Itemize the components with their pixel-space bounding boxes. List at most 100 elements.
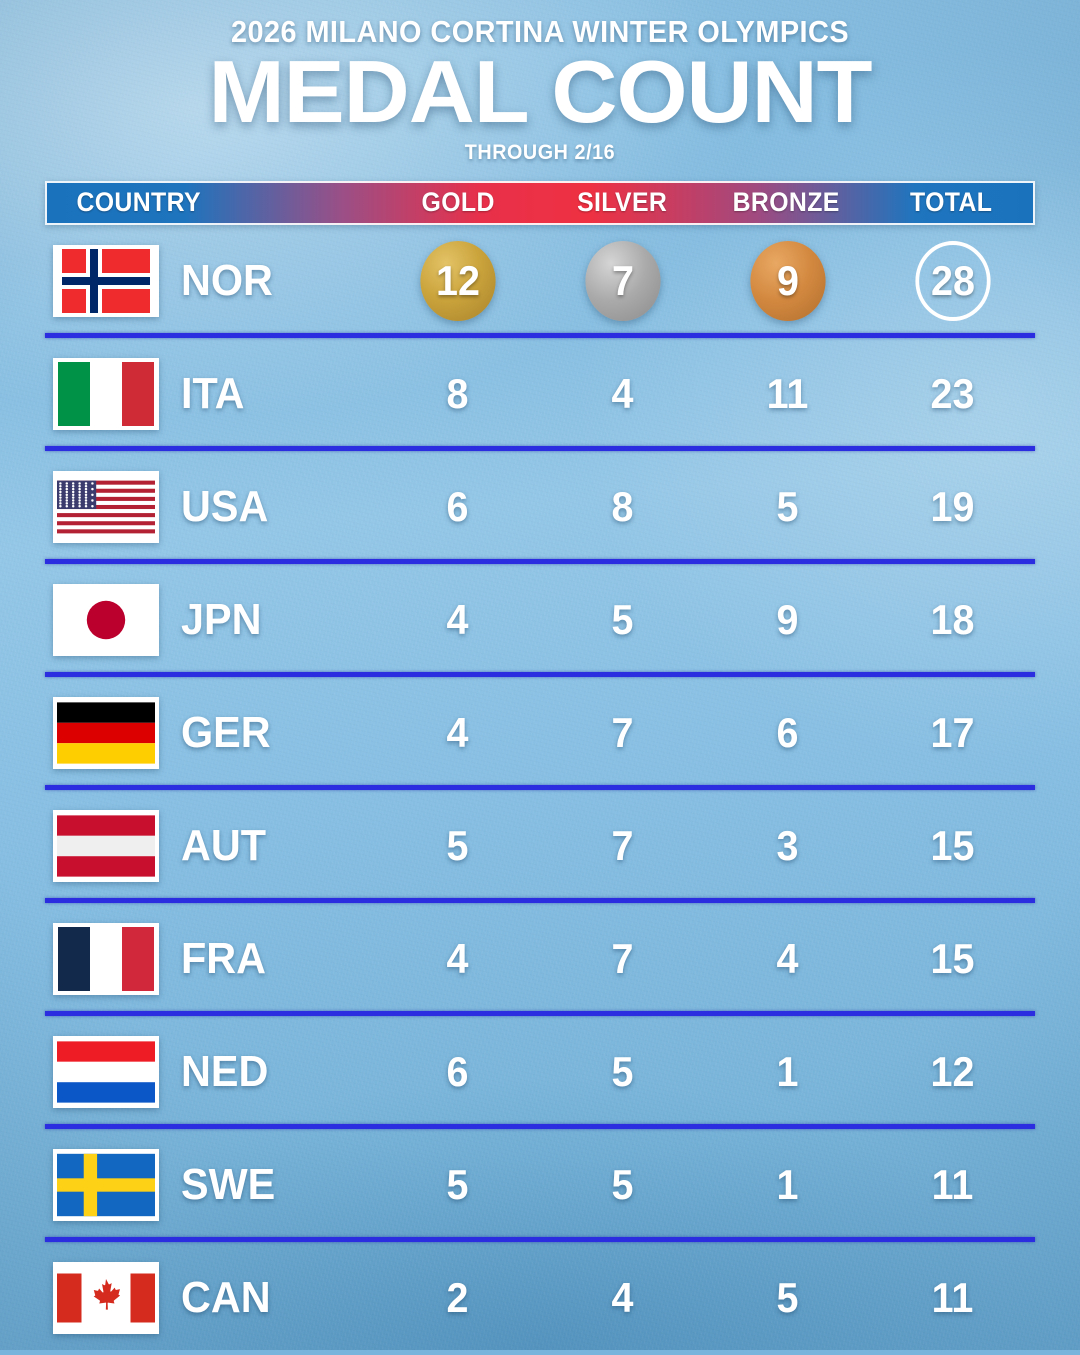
country-code: GER [181, 708, 271, 758]
table-row: FRA 4 7 4 15 [45, 903, 1035, 1016]
flag-japan-icon [53, 584, 159, 657]
cell-gold: 4 [446, 596, 469, 644]
column-header-bronze: BRONZE [732, 187, 841, 218]
medal-table: COUNTRY GOLD SILVER BRONZE TOTAL NOR 12 … [45, 180, 1035, 1355]
country-code: ITA [181, 369, 245, 419]
cell-gold: 12 [375, 241, 540, 322]
row-divider [45, 445, 1035, 451]
flag-usa-icon [53, 471, 159, 544]
cell-total: 11 [931, 1274, 974, 1322]
cell-bronze: 5 [776, 483, 799, 531]
country-code: FRA [181, 934, 267, 984]
cell-total: 17 [930, 709, 975, 757]
page-title: MEDAL COUNT [208, 42, 872, 141]
cell-country: JPN [45, 584, 375, 657]
table-row: GER 4 7 6 17 [45, 677, 1035, 790]
cell-silver: 5 [611, 1161, 634, 1209]
cell-country: SWE [45, 1149, 375, 1222]
row-divider [45, 897, 1035, 903]
cell-silver: 4 [611, 370, 634, 418]
row-divider [45, 332, 1035, 338]
country-code: CAN [181, 1273, 271, 1323]
cell-country: NOR [45, 245, 375, 318]
column-header-total: TOTAL [909, 187, 993, 218]
table-row: JPN 4 5 9 18 [45, 564, 1035, 677]
cell-gold: 6 [446, 1048, 469, 1096]
cell-bronze: 5 [776, 1274, 799, 1322]
table-header-row: COUNTRY GOLD SILVER BRONZE TOTAL [45, 180, 1035, 225]
cell-bronze: 3 [776, 822, 799, 870]
cell-silver: 7 [611, 709, 634, 757]
cell-silver: 5 [611, 1048, 634, 1096]
table-row: CAN 2 4 5 11 [45, 1242, 1035, 1355]
cell-country: FRA [45, 923, 375, 996]
title-block: 2026 MILANO CORTINA WINTER OLYMPICS MEDA… [0, 0, 1080, 165]
country-code: AUT [181, 821, 267, 871]
flag-norway-icon [53, 245, 159, 318]
cell-silver: 7 [611, 822, 634, 870]
cell-country: GER [45, 697, 375, 770]
cell-gold: 2 [446, 1274, 469, 1322]
cell-bronze: 6 [776, 709, 799, 757]
cell-total: 19 [930, 483, 975, 531]
cell-gold: 4 [446, 935, 469, 983]
flag-austria-icon [53, 810, 159, 883]
cell-bronze: 1 [776, 1161, 799, 1209]
cell-silver: 7 [611, 935, 634, 983]
cell-total: 15 [930, 822, 975, 870]
cell-country: USA [45, 471, 375, 544]
cell-total: 11 [931, 1161, 974, 1209]
cell-gold: 8 [446, 370, 469, 418]
table-row: NOR 12 7 9 28 [45, 225, 1035, 338]
row-divider [45, 1123, 1035, 1129]
flag-canada-icon [53, 1262, 159, 1335]
row-divider [45, 1236, 1035, 1242]
flag-sweden-icon [53, 1149, 159, 1222]
cell-bronze: 9 [705, 241, 870, 322]
flag-france-icon [53, 923, 159, 996]
cell-country: AUT [45, 810, 375, 883]
flag-italy-icon [53, 358, 159, 431]
total-medal-disc: 28 [914, 241, 991, 322]
table-row: ITA 8 4 11 23 [45, 338, 1035, 451]
cell-silver: 7 [540, 241, 705, 322]
flag-germany-icon [53, 697, 159, 770]
cell-bronze: 11 [766, 370, 809, 418]
bronze-medal-disc: 9 [749, 241, 826, 322]
cell-silver: 4 [611, 1274, 634, 1322]
cell-total: 12 [930, 1048, 975, 1096]
through-date-subtitle: THROUGH 2/16 [464, 140, 616, 164]
row-divider [45, 784, 1035, 790]
country-code: JPN [181, 595, 262, 645]
column-header-country: COUNTRY [76, 187, 201, 218]
silver-medal-disc: 7 [584, 241, 661, 322]
table-row: NED 6 5 1 12 [45, 1016, 1035, 1129]
cell-total: 23 [930, 370, 975, 418]
cell-country: CAN [45, 1262, 375, 1335]
row-divider [45, 1010, 1035, 1016]
cell-gold: 5 [446, 822, 469, 870]
country-code: NED [181, 1047, 269, 1097]
cell-silver: 5 [611, 596, 634, 644]
cell-gold: 5 [446, 1161, 469, 1209]
country-code: USA [181, 482, 269, 532]
table-body: NOR 12 7 9 28 ITA 8 4 11 23 [45, 225, 1035, 1355]
cell-bronze: 9 [776, 596, 799, 644]
country-code: SWE [181, 1160, 276, 1210]
cell-bronze: 1 [776, 1048, 799, 1096]
cell-country: ITA [45, 358, 375, 431]
cell-country: NED [45, 1036, 375, 1109]
country-code: NOR [181, 256, 273, 306]
event-kicker: 2026 MILANO CORTINA WINTER OLYMPICS [230, 14, 850, 49]
cell-gold: 6 [446, 483, 469, 531]
cell-total: 18 [930, 596, 975, 644]
table-row: USA 6 8 5 19 [45, 451, 1035, 564]
column-header-gold: GOLD [421, 187, 495, 218]
cell-bronze: 4 [776, 935, 799, 983]
cell-total: 28 [870, 241, 1035, 322]
row-divider [45, 558, 1035, 564]
column-header-silver: SILVER [577, 187, 668, 218]
cell-silver: 8 [611, 483, 634, 531]
row-divider [45, 671, 1035, 677]
